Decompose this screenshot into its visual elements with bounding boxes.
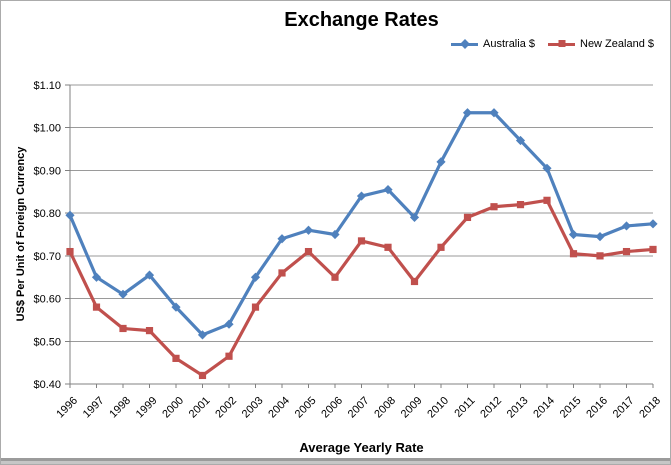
x-tick-label-2017: 2017: [611, 395, 637, 421]
x-tick-label-2018: 2018: [637, 395, 663, 421]
data-point-australia-2000: [171, 302, 181, 312]
data-point-new-zealand-1998: [119, 324, 127, 333]
x-tick-label-1996: 1996: [54, 395, 80, 421]
data-point-australia-2012: [489, 108, 499, 118]
y-tick-label-0.50: $0.50: [33, 336, 61, 348]
x-tick-label-2008: 2008: [372, 395, 398, 421]
x-tick-label-1998: 1998: [107, 395, 133, 421]
data-point-new-zealand-2002: [225, 352, 233, 360]
x-tick-label-2006: 2006: [319, 395, 345, 421]
data-point-new-zealand-1997: [92, 303, 101, 311]
x-tick-label-2003: 2003: [240, 395, 266, 421]
y-tick-label-0.90: $0.90: [33, 165, 61, 177]
data-point-new-zealand-2016: [596, 252, 604, 260]
x-tick-label-2012: 2012: [478, 395, 504, 421]
data-point-australia-1997: [91, 272, 102, 282]
legend-square-marker-icon: [558, 40, 565, 48]
x-tick-label-1997: 1997: [81, 395, 107, 421]
data-point-australia-2015: [568, 229, 579, 240]
data-point-australia-2014: [542, 163, 552, 173]
data-point-australia-2018: [648, 219, 658, 229]
data-point-new-zealand-2003: [251, 303, 260, 311]
x-tick-label-2011: 2011: [452, 395, 477, 420]
series-line-new-zealand: [68, 198, 655, 378]
data-point-new-zealand-2012: [490, 203, 498, 211]
data-point-australia-2010: [436, 157, 446, 167]
legend-line-swatch: [451, 39, 479, 49]
data-point-australia-2003: [250, 272, 261, 282]
data-point-australia-2009: [409, 212, 420, 223]
data-point-new-zealand-2018: [649, 245, 657, 254]
series-line-australia: [68, 111, 655, 337]
legend-line-swatch: [548, 40, 575, 48]
y-tick-label-0.60: $0.60: [33, 294, 61, 306]
data-point-new-zealand-2001: [198, 371, 207, 380]
y-tick-label-1.10: $1.10: [33, 80, 61, 92]
legend-entry-australia: Australia $: [451, 38, 535, 50]
data-point-australia-2006: [330, 229, 340, 240]
data-point-new-zealand-1996: [66, 247, 74, 256]
data-point-australia-2007: [356, 191, 367, 201]
data-point-new-zealand-2015: [569, 250, 578, 258]
legend: Australia $ New Zealand $: [451, 38, 654, 50]
data-point-australia-2016: [595, 232, 605, 242]
data-point-australia-2017: [621, 221, 632, 231]
x-tick-label-2015: 2015: [558, 395, 584, 421]
data-point-new-zealand-2014: [543, 196, 551, 204]
data-point-australia-2002: [224, 319, 234, 329]
x-tick-label-1999: 1999: [134, 395, 160, 421]
x-tick-label-2005: 2005: [293, 395, 319, 421]
data-point-australia-2001: [197, 330, 208, 340]
y-tick-label-0.40: $0.40: [33, 379, 61, 391]
legend-label: Australia $: [483, 38, 535, 50]
y-tick-label-0.70: $0.70: [33, 251, 61, 263]
data-point-australia-2013: [515, 135, 526, 146]
window-bottom-edge: [1, 458, 670, 464]
data-point-australia-2005: [303, 225, 314, 235]
data-point-new-zealand-2008: [384, 243, 392, 251]
data-point-new-zealand-2009: [410, 277, 419, 286]
chart-title: Exchange Rates: [284, 9, 439, 31]
data-point-new-zealand-2011: [463, 213, 472, 222]
data-point-australia-2008: [383, 185, 393, 195]
x-tick-label-2004: 2004: [266, 395, 292, 421]
x-tick-label-2013: 2013: [505, 395, 531, 421]
data-point-new-zealand-2005: [304, 247, 313, 256]
y-tick-label-1.00: $1.00: [33, 123, 61, 135]
y-tick-label-0.80: $0.80: [33, 208, 61, 220]
data-point-australia-1996: [65, 210, 75, 220]
data-point-australia-1999: [144, 270, 155, 280]
legend-entry-new-zealand: New Zealand $: [548, 38, 654, 50]
x-tick-label-2002: 2002: [213, 395, 239, 421]
data-point-new-zealand-2017: [622, 247, 631, 256]
x-tick-label-2000: 2000: [160, 395, 186, 421]
data-point-australia-1998: [118, 289, 128, 299]
data-point-new-zealand-2013: [516, 201, 525, 209]
x-axis-title: Average Yearly Rate: [299, 440, 424, 455]
data-point-new-zealand-1999: [145, 327, 154, 335]
data-point-australia-2004: [277, 234, 287, 244]
x-tick-label-2007: 2007: [346, 395, 372, 421]
x-tick-label-2014: 2014: [531, 395, 557, 421]
data-point-new-zealand-2010: [437, 243, 445, 251]
data-point-new-zealand-2007: [357, 237, 366, 245]
data-point-new-zealand-2000: [172, 354, 180, 362]
data-point-australia-2011: [462, 108, 473, 118]
legend-label: New Zealand $: [580, 38, 654, 50]
data-point-new-zealand-2006: [331, 273, 339, 281]
x-tick-label-2001: 2001: [187, 395, 213, 421]
x-tick-label-2010: 2010: [425, 395, 451, 421]
x-tick-label-2009: 2009: [399, 395, 425, 421]
x-tick-label-2016: 2016: [584, 395, 610, 421]
data-point-new-zealand-2004: [278, 269, 286, 277]
